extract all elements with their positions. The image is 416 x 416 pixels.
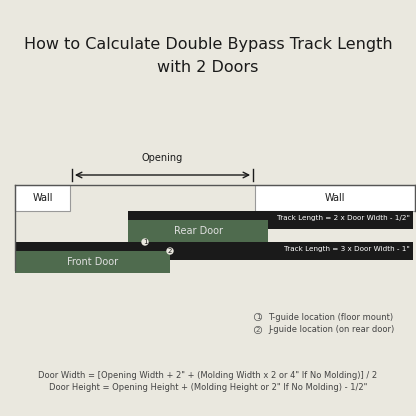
Text: Track Length = 3 x Door Width - 1": Track Length = 3 x Door Width - 1" — [284, 246, 410, 252]
Text: J-guide location (on rear door): J-guide location (on rear door) — [268, 325, 394, 334]
Bar — [15, 242, 413, 260]
Text: with 2 Doors: with 2 Doors — [157, 60, 259, 75]
Text: How to Calculate Double Bypass Track Length: How to Calculate Double Bypass Track Len… — [24, 37, 392, 52]
Text: Opening: Opening — [141, 153, 183, 163]
Text: 2: 2 — [256, 327, 260, 333]
Bar — [128, 211, 413, 229]
Text: Rear Door: Rear Door — [173, 226, 223, 236]
Text: Front Door: Front Door — [67, 257, 118, 267]
Text: Door Width = [Opening Width + 2" + (Molding Width x 2 or 4" If No Molding)] / 2: Door Width = [Opening Width + 2" + (Mold… — [38, 371, 378, 379]
Text: 1: 1 — [143, 239, 147, 245]
Text: Wall: Wall — [325, 193, 345, 203]
Bar — [128, 220, 268, 242]
Bar — [255, 185, 415, 211]
Text: Door Height = Opening Height + (Molding Height or 2" If No Molding) - 1/2": Door Height = Opening Height + (Molding … — [49, 384, 367, 393]
Bar — [15, 185, 70, 211]
Text: T-guide location (floor mount): T-guide location (floor mount) — [268, 312, 393, 322]
Text: 1: 1 — [256, 314, 260, 320]
Text: 2: 2 — [168, 248, 172, 254]
Text: Wall: Wall — [32, 193, 53, 203]
Bar — [15, 251, 170, 273]
Text: Track Length = 2 x Door Width - 1/2": Track Length = 2 x Door Width - 1/2" — [277, 215, 410, 221]
